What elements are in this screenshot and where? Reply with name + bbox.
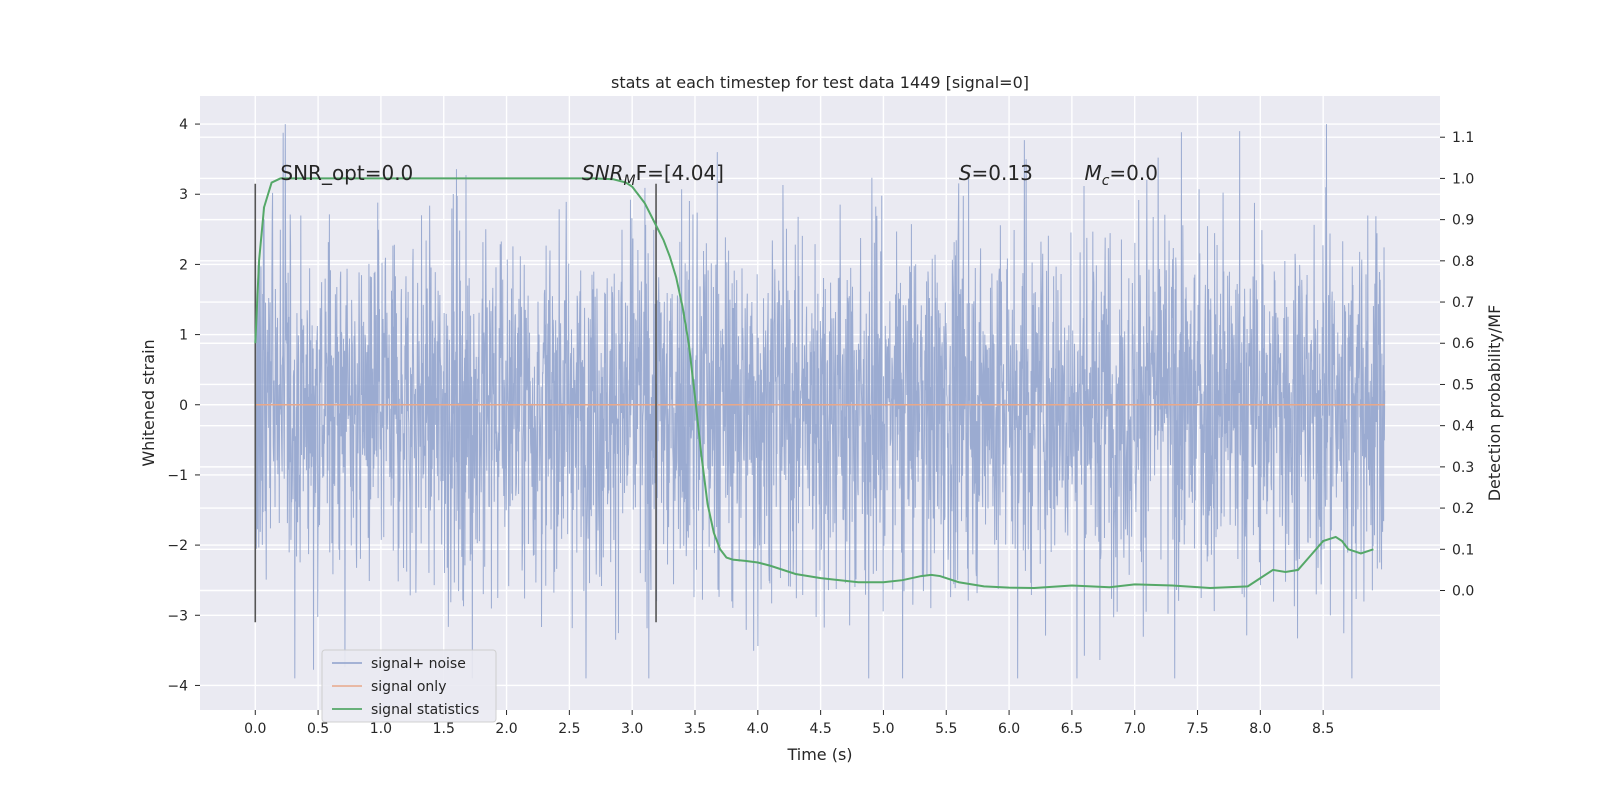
x-tick-label: 5.0 [872, 721, 894, 737]
x-tick-label: 8.5 [1312, 721, 1334, 737]
x-tick-label: 6.0 [998, 721, 1020, 737]
legend-box [321, 649, 497, 723]
annotation: SNRMF=[4.04] [582, 161, 724, 189]
y-tick-label: 3 [179, 187, 188, 203]
series-signal-plus-noise [254, 124, 1386, 679]
y-tick-label: 4 [179, 117, 188, 133]
y-tick-label: −1 [167, 468, 188, 484]
y-right-tick-label: 1.1 [1452, 130, 1474, 146]
series-signal-statistics [254, 177, 1374, 590]
x-tick-label: 8.0 [1249, 721, 1271, 737]
x-tick-label: 1.5 [433, 721, 455, 737]
x-axis-label: Time (s) [786, 745, 852, 764]
chart-title: stats at each timestep for test data 144… [611, 73, 1029, 92]
y-right-tick-label: 0.9 [1452, 213, 1474, 229]
y-right-tick-label: 0.6 [1452, 336, 1474, 352]
signal-statistics-line [254, 177, 1374, 590]
y-right-tick-label: 0.3 [1452, 460, 1474, 476]
y-right-tick-label: 1.0 [1452, 171, 1474, 187]
x-tick-label: 0.0 [244, 721, 266, 737]
x-tick-label: 7.0 [1124, 721, 1146, 737]
y-right-tick-label: 0.2 [1452, 501, 1474, 517]
y-right-tick-label: 0.4 [1452, 419, 1474, 435]
y-tick-label: −2 [167, 538, 188, 554]
vertical-markers [254, 183, 657, 623]
y-tick-label: −3 [167, 608, 188, 624]
y-right-tick-label: 0.7 [1452, 295, 1474, 311]
y-tick-label: −4 [167, 678, 188, 694]
legend: signal+ noise signal only signal statist… [321, 649, 497, 723]
x-tick-label: 4.0 [747, 721, 769, 737]
y-axis-label: Whitened strain [139, 339, 158, 466]
annotation: SNR_opt=0.0 [280, 161, 413, 185]
x-tick-label: 4.5 [809, 721, 831, 737]
x-tick-label: 1.0 [370, 721, 392, 737]
x-tick-label: 2.5 [558, 721, 580, 737]
legend-label-signal-only: signal only [371, 679, 446, 695]
legend-label-signal-statistics: signal statistics [371, 702, 479, 718]
y-right-axis-label: Detection probability/MF [1485, 305, 1504, 502]
x-tick-label: 3.5 [684, 721, 706, 737]
noise-trace [254, 124, 1386, 679]
x-tick-label: 7.5 [1186, 721, 1208, 737]
x-tick-label: 5.5 [935, 721, 957, 737]
tick-labels: 0.0 0.5 1.0 1.5 2.0 2.5 3.0 3.5 4.0 4.5 5.0 5.5 6.0 6… [167, 117, 1474, 737]
x-tick-label: 2.0 [495, 721, 517, 737]
y-tick-label: 1 [179, 328, 188, 344]
y-tick-label: 0 [179, 398, 188, 414]
x-tick-label: 0.5 [307, 721, 329, 737]
y-right-tick-label: 0.1 [1452, 542, 1474, 558]
annotations: SNR_opt=0.0 SNRMF=[4.04] S=0.13 Mc=0.0 [280, 161, 1158, 189]
legend-label-signal-plus-noise: signal+ noise [371, 656, 466, 672]
x-tick-label: 3.0 [621, 721, 643, 737]
annotation: Mc=0.0 [1084, 161, 1158, 189]
y-right-tick-label: 0.5 [1452, 377, 1474, 393]
y-right-tick-label: 0.0 [1452, 583, 1474, 599]
annotation: S=0.13 [959, 161, 1033, 185]
x-tick-label: 6.5 [1061, 721, 1083, 737]
y-tick-label: 2 [179, 257, 188, 273]
y-right-tick-label: 0.8 [1452, 254, 1474, 270]
